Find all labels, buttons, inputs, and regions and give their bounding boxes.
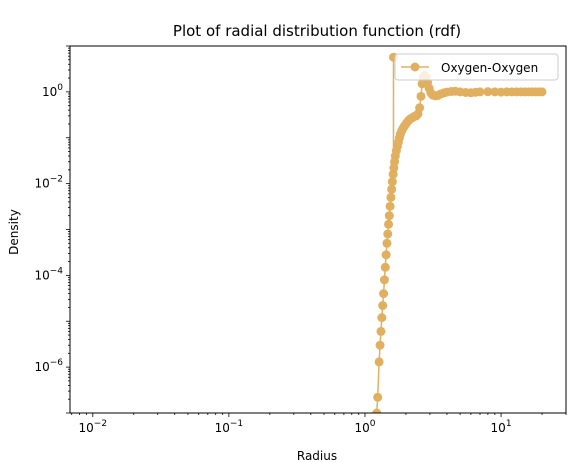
data-point [374, 357, 384, 367]
y-axis-label: Density [7, 209, 21, 255]
y-tick-label: 10−2 [34, 175, 63, 191]
legend-marker-swatch [410, 62, 420, 72]
data-point [376, 326, 386, 336]
axes-frame [69, 45, 567, 414]
plot-layer [372, 52, 547, 413]
legend-label-oxygen-oxygen: Oxygen-Oxygen [441, 61, 538, 75]
legend-box [394, 53, 559, 81]
data-point [372, 408, 382, 413]
data-point [375, 340, 385, 350]
data-point [537, 87, 547, 97]
data-point [373, 392, 383, 402]
data-point [384, 219, 394, 229]
data-point [475, 87, 485, 97]
data-point [415, 103, 425, 113]
data-point [383, 229, 393, 239]
data-point [378, 301, 388, 311]
y-tick-label: 10−4 [34, 266, 63, 282]
x-tick-label: 10−2 [79, 419, 108, 435]
data-point [385, 201, 395, 211]
y-tick-label: 100 [42, 83, 63, 99]
data-point [384, 211, 394, 221]
x-axis-label: Radius [297, 449, 337, 462]
data-point [387, 184, 397, 194]
data-point [379, 289, 389, 299]
chart-title: Plot of radial distribution function (rd… [173, 22, 461, 40]
data-point [483, 87, 493, 97]
x-tick-label: 101 [491, 419, 512, 435]
data-point [380, 262, 390, 272]
y-axis-ticks: 10−6 10−4 10−2 100 [34, 45, 70, 414]
data-point [416, 91, 426, 101]
x-tick-label: 100 [354, 419, 375, 435]
data-point [382, 238, 392, 248]
data-point [377, 313, 387, 323]
legend: Oxygen-Oxygen [394, 53, 559, 81]
series-line-oxygen-oxygen [375, 57, 543, 413]
data-point [386, 192, 396, 202]
data-point [381, 250, 391, 260]
x-axis-ticks: 10−2 10−1 100 101 [71, 413, 567, 435]
data-point [379, 275, 389, 285]
data-point [387, 177, 397, 187]
y-tick-label: 10−6 [34, 358, 63, 374]
x-tick-label: 10−1 [215, 419, 244, 435]
